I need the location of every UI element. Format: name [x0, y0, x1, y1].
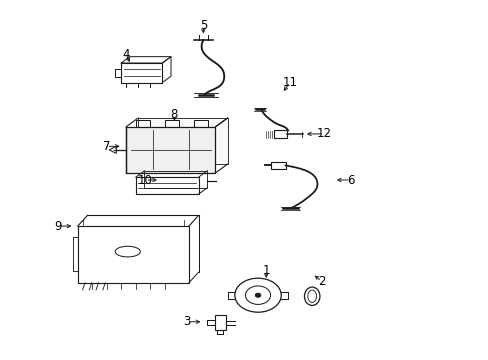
Text: 5: 5: [199, 19, 207, 32]
Bar: [164, 121, 179, 127]
Bar: [78, 226, 188, 283]
Text: 6: 6: [346, 174, 354, 186]
Text: 10: 10: [138, 174, 153, 186]
Text: 8: 8: [170, 108, 178, 121]
Bar: [136, 177, 198, 194]
Text: 7: 7: [103, 140, 110, 153]
Bar: [273, 130, 286, 138]
Bar: [193, 121, 208, 127]
Bar: [144, 171, 207, 188]
Text: 12: 12: [316, 127, 331, 140]
Bar: [138, 118, 227, 164]
Text: 1: 1: [262, 264, 269, 277]
Text: 3: 3: [183, 315, 190, 328]
Bar: [126, 127, 215, 173]
Bar: [214, 315, 225, 329]
Bar: [121, 63, 162, 82]
Text: 9: 9: [55, 220, 62, 233]
Bar: [270, 162, 285, 169]
Bar: [136, 121, 150, 127]
Text: 4: 4: [122, 48, 129, 61]
Text: 2: 2: [318, 275, 325, 288]
Circle shape: [255, 293, 261, 297]
Text: 11: 11: [283, 76, 297, 89]
